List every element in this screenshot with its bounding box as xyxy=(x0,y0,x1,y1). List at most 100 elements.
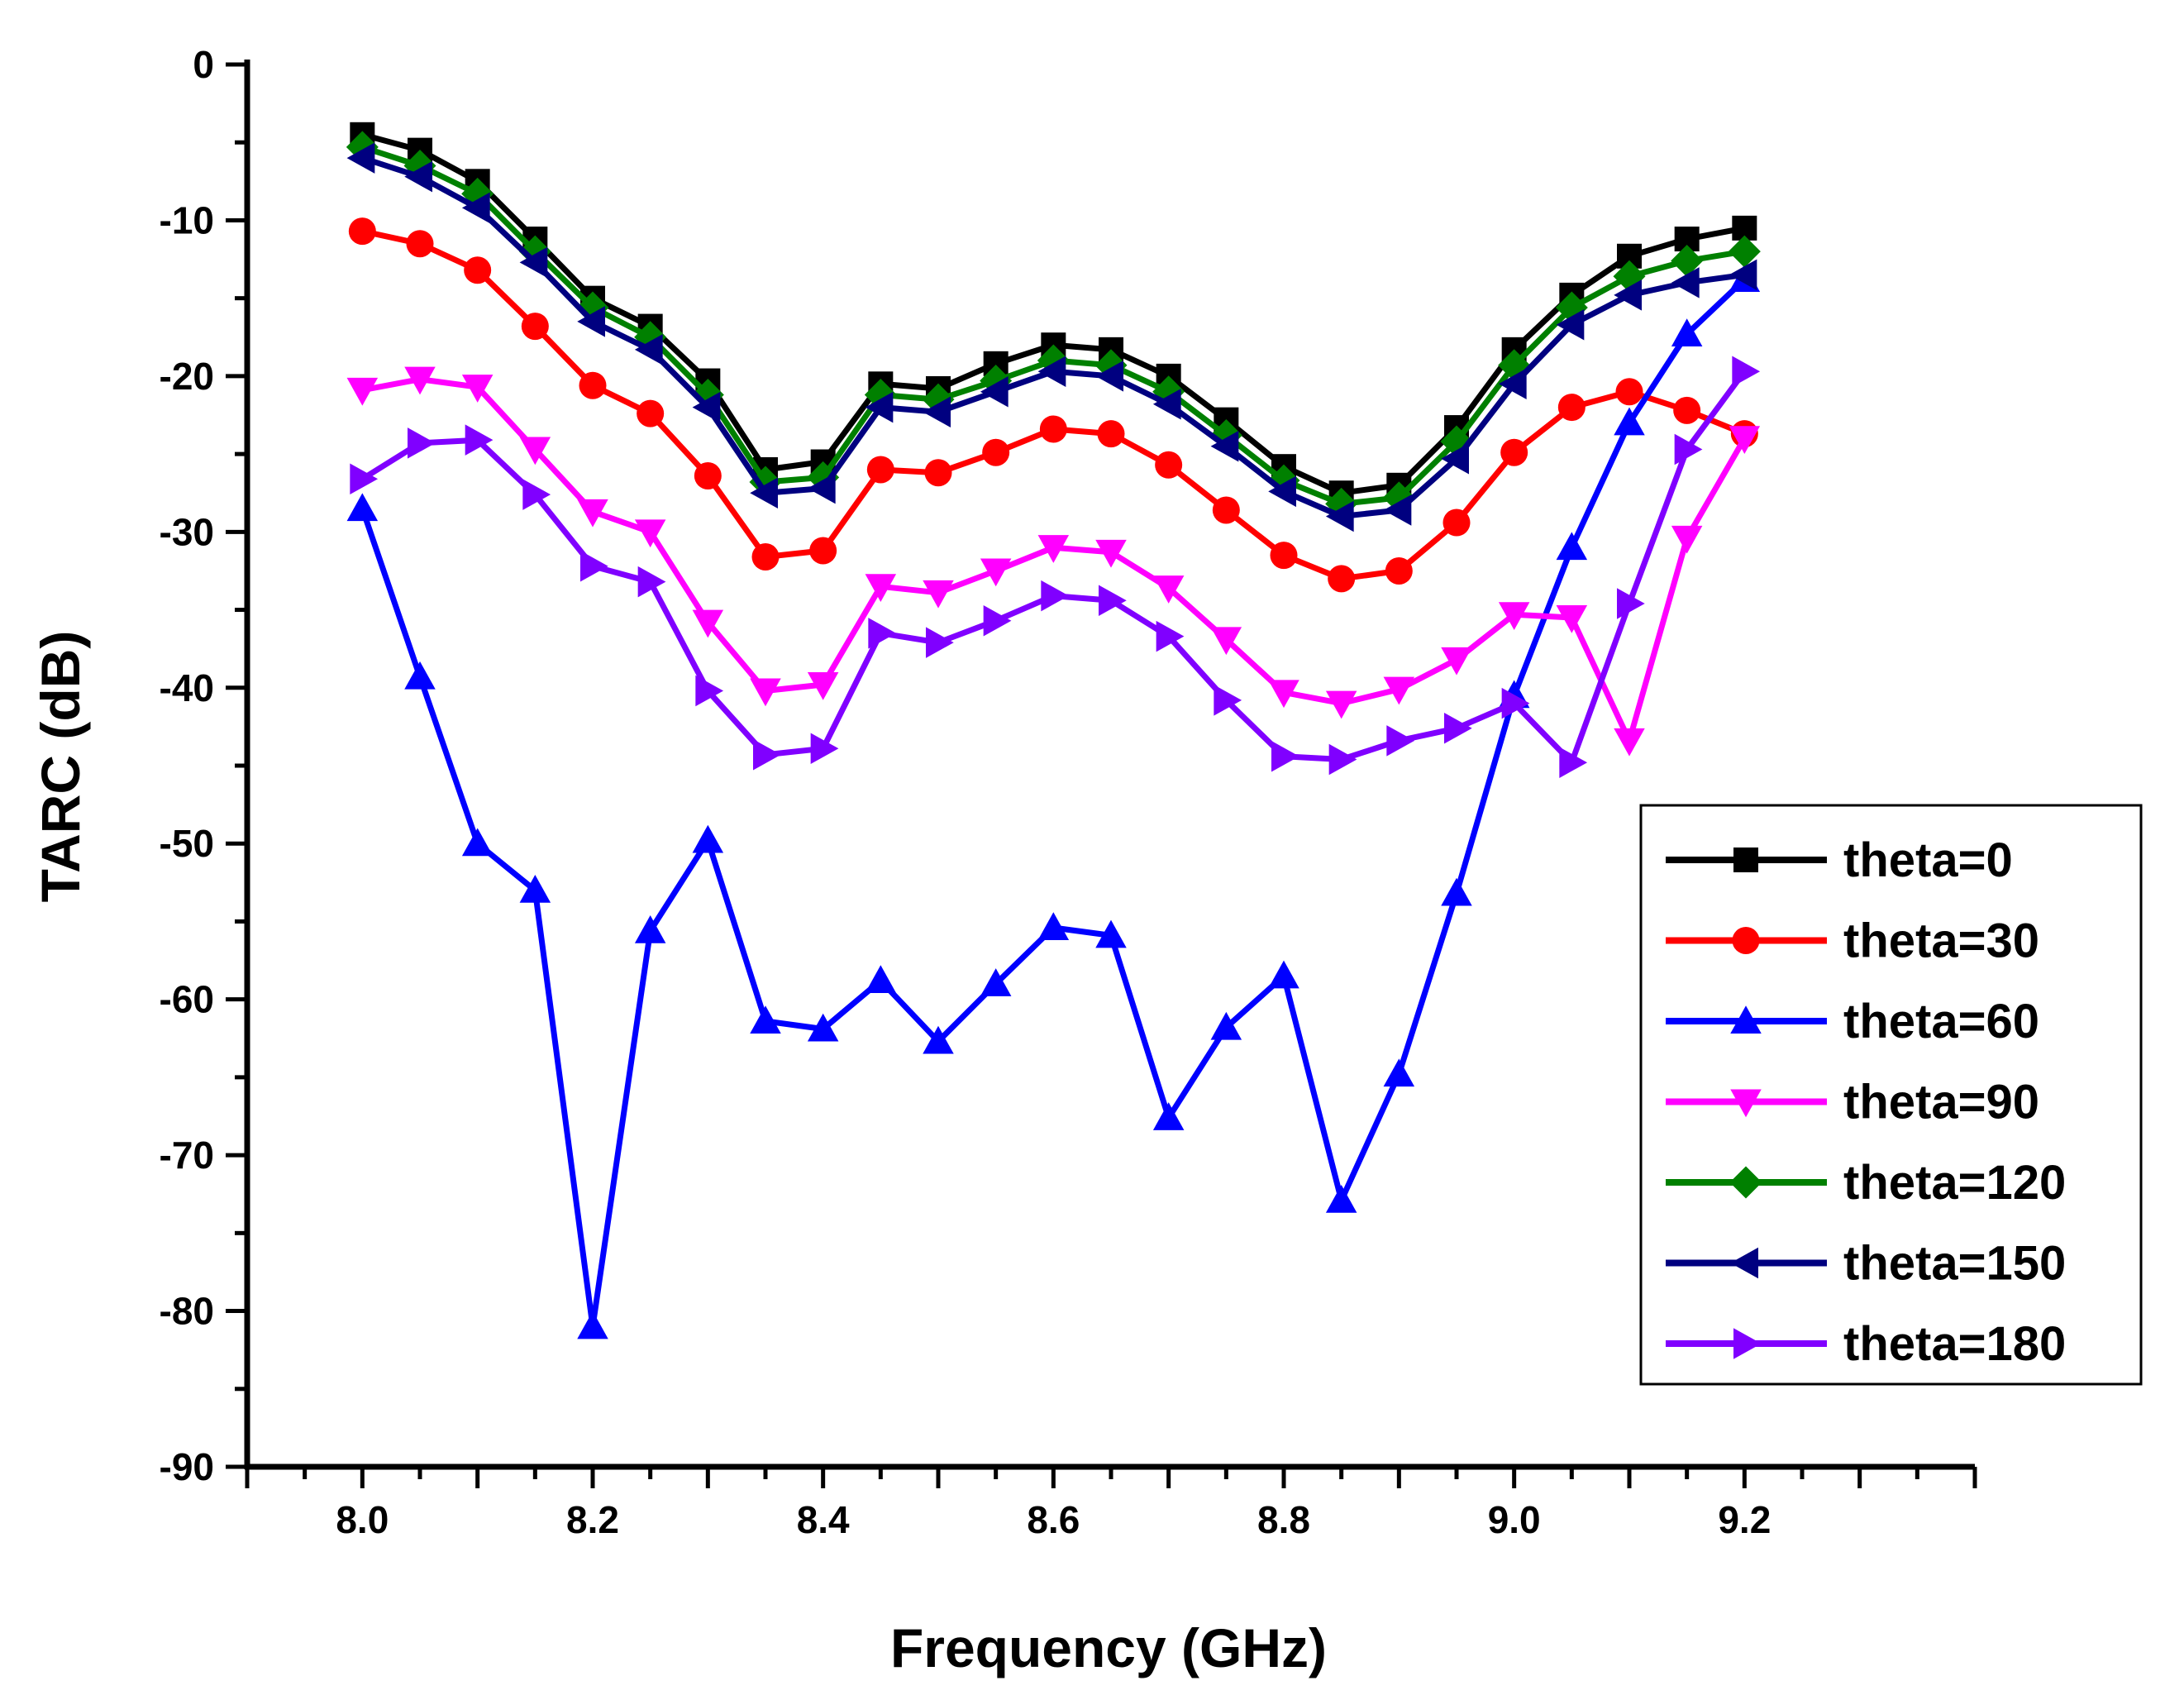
data-point xyxy=(1617,588,1645,619)
y-tick-label: -90 xyxy=(160,1445,214,1488)
data-point xyxy=(1441,443,1469,475)
data-point xyxy=(1099,585,1127,616)
data-point xyxy=(1328,743,1357,776)
data-point xyxy=(634,915,666,943)
data-point xyxy=(1325,690,1357,719)
data-point xyxy=(1501,687,1530,719)
legend-item: theta=90 xyxy=(1666,1076,2039,1129)
data-point xyxy=(809,537,837,565)
data-point xyxy=(637,566,666,598)
x-tick-label: 9.2 xyxy=(1718,1498,1771,1541)
data-point xyxy=(1674,433,1703,466)
data-point xyxy=(346,377,379,406)
legend-marker xyxy=(1733,848,1758,872)
x-tick-label: 8.2 xyxy=(566,1498,619,1541)
series-theta-0 xyxy=(350,122,1757,506)
y-tick-label: -40 xyxy=(160,666,214,709)
data-point xyxy=(580,551,608,582)
y-tick-label: -70 xyxy=(160,1134,214,1177)
data-point xyxy=(1152,575,1185,604)
legend: theta=0 theta=30 theta=60 theta=90 theta=120… xyxy=(1639,804,2143,1386)
data-point xyxy=(1268,680,1299,709)
data-point xyxy=(519,437,551,466)
y-tick-label: -50 xyxy=(160,822,214,865)
data-point xyxy=(1328,565,1356,593)
data-point xyxy=(1383,494,1412,526)
data-point xyxy=(634,334,663,365)
data-point xyxy=(1729,259,1757,291)
data-point xyxy=(348,217,376,246)
data-point xyxy=(579,371,607,399)
y-tick-label: -10 xyxy=(160,198,214,241)
data-point xyxy=(1095,539,1127,568)
data-point xyxy=(1498,368,1527,400)
legend-box xyxy=(1639,804,2143,1386)
data-point xyxy=(1671,318,1703,347)
data-point xyxy=(637,399,665,427)
y-tick-label: -20 xyxy=(160,355,214,398)
data-point xyxy=(461,828,494,857)
data-point xyxy=(695,675,724,707)
legend-item: theta=150 xyxy=(1666,1237,2066,1291)
legend-marker xyxy=(1732,927,1760,954)
data-point xyxy=(1152,1102,1185,1130)
data-point xyxy=(519,875,551,903)
data-point xyxy=(807,472,836,504)
legend-label: theta=120 xyxy=(1843,1156,2066,1210)
data-point xyxy=(750,477,778,508)
data-point xyxy=(1673,396,1701,424)
legend-label: theta=60 xyxy=(1843,995,2039,1048)
data-point xyxy=(1671,244,1704,277)
data-point xyxy=(1325,1185,1357,1213)
y-tick-label: -80 xyxy=(160,1290,214,1333)
data-point xyxy=(1383,676,1415,705)
data-point xyxy=(926,627,954,658)
legend-item: theta=60 xyxy=(1666,995,2039,1048)
legend-label: theta=150 xyxy=(1843,1237,2066,1291)
data-point xyxy=(461,375,494,403)
y-tick-label: -60 xyxy=(160,978,214,1021)
data-point xyxy=(1500,438,1528,466)
data-point xyxy=(1671,267,1700,298)
legend-item: theta=30 xyxy=(1666,914,2039,968)
data-point xyxy=(1385,556,1413,585)
data-point xyxy=(692,391,721,423)
data-point xyxy=(980,558,1012,587)
data-point xyxy=(1386,725,1415,757)
data-point xyxy=(923,396,951,427)
legend-marker xyxy=(1730,1005,1762,1034)
data-point xyxy=(1152,389,1181,420)
data-point xyxy=(577,499,608,528)
data-point xyxy=(577,306,605,337)
data-point xyxy=(1444,713,1472,744)
data-point xyxy=(577,1311,608,1339)
data-point xyxy=(1729,426,1761,455)
data-point xyxy=(694,461,722,489)
legend-item: theta=120 xyxy=(1666,1156,2066,1210)
legend-marker xyxy=(1730,1247,1758,1279)
data-point xyxy=(1442,508,1471,537)
data-point xyxy=(522,479,551,510)
data-point xyxy=(1614,407,1645,436)
data-point xyxy=(406,230,434,258)
data-point xyxy=(924,459,952,487)
series-theta-150 xyxy=(346,142,1757,532)
series-group xyxy=(346,122,1761,1339)
data-point xyxy=(807,672,839,700)
y-tick-label: 0 xyxy=(193,43,214,86)
data-point xyxy=(1210,627,1242,656)
data-point xyxy=(1210,430,1239,462)
data-point xyxy=(980,968,1012,996)
data-point xyxy=(1559,747,1588,778)
data-point xyxy=(1615,378,1643,406)
data-point xyxy=(1041,580,1070,612)
data-point xyxy=(1441,877,1472,906)
data-point xyxy=(408,427,436,459)
x-tick-label: 9.0 xyxy=(1488,1498,1541,1541)
data-point xyxy=(753,739,781,771)
data-point xyxy=(1155,451,1183,479)
data-point xyxy=(692,824,724,853)
y-axis-title: TARC (dB) xyxy=(30,631,91,903)
data-point xyxy=(1037,356,1066,387)
data-point xyxy=(465,424,494,456)
